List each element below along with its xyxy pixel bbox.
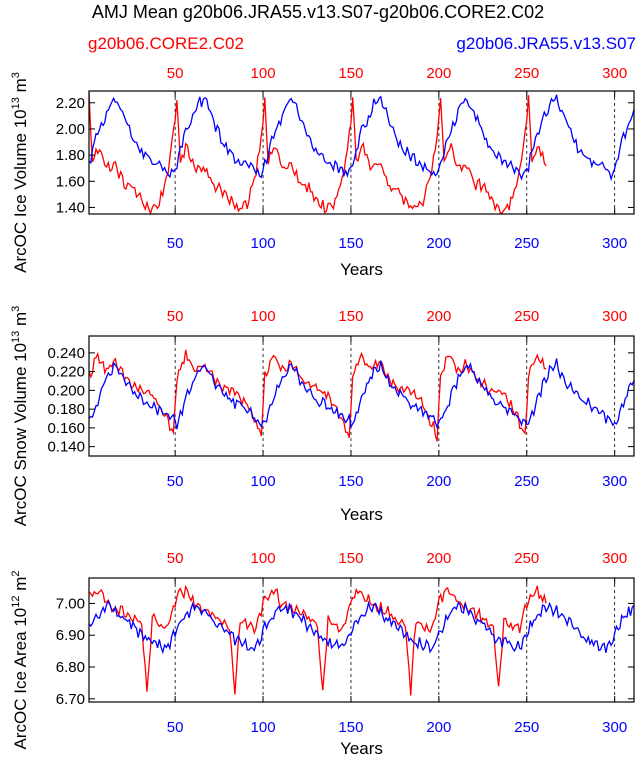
x-tick-label-bottom: 250 — [514, 719, 539, 736]
x-tick-label-bottom: 150 — [338, 235, 363, 252]
y-tick-label: 0.200 — [47, 382, 85, 399]
panel-ice-volume: 1.40 1.60 1.80 2.00 2.20 50 100 150 200 250 300 50 1… — [10, 65, 635, 279]
y-tick-label: 7.00 — [56, 595, 85, 612]
x-tick-label-top: 300 — [602, 65, 627, 82]
y-axis-label-unit: m — [11, 312, 30, 331]
x-tick-label-top: 150 — [338, 308, 363, 325]
y-tick-label: 1.60 — [56, 173, 85, 190]
y-axis-label: ArcOC Ice Volume 1013 m3 — [10, 72, 30, 273]
plot-frame — [88, 335, 635, 457]
x-axis-label: Years — [340, 505, 383, 524]
x-tick-label-top: 100 — [251, 65, 276, 82]
x-tick-label-bottom: 150 — [338, 719, 363, 736]
x-tick-label-bottom: 250 — [514, 235, 539, 252]
x-tick-label-bottom: 100 — [251, 719, 276, 736]
y-axis-label: ArcOC Ice Area 1012 m2 — [10, 571, 30, 750]
y-tick-label: 1.80 — [56, 147, 85, 164]
y-tick-label: 6.80 — [56, 659, 85, 676]
y-tick-label: 6.90 — [56, 627, 85, 644]
y-tick-label: 0.180 — [47, 401, 85, 418]
y-tick-label: 0.220 — [47, 364, 85, 381]
x-axis-label: Years — [340, 260, 383, 279]
y-axis-label-exp: 13 — [10, 331, 22, 343]
x-tick-label-top: 250 — [514, 308, 539, 325]
y-tick-label: 0.140 — [47, 439, 85, 456]
series-line-core2 — [88, 349, 547, 442]
y-axis-label-unit: m — [11, 577, 30, 596]
series-line-jra55 — [88, 358, 635, 430]
y-tick-label: 1.40 — [56, 199, 85, 216]
x-tick-label-top: 50 — [167, 308, 184, 325]
y-tick-label: 0.240 — [47, 345, 85, 362]
x-tick-label-top: 50 — [167, 65, 184, 82]
x-tick-label-top: 150 — [338, 550, 363, 567]
y-tick-label: 0.160 — [47, 420, 85, 437]
x-tick-label-bottom: 50 — [167, 235, 184, 252]
y-tick-label: 2.20 — [56, 95, 85, 112]
y-axis-label-pow: 3 — [10, 306, 22, 312]
x-tick-label-top: 50 — [167, 550, 184, 567]
y-axis-label-name: ArcOC Ice Area 10 — [11, 608, 30, 750]
y-axis-label-unit: m — [11, 78, 30, 97]
y-axis-label-name: ArcOC Snow Volume 10 — [11, 343, 30, 526]
legend-core2: g20b06.CORE2.C02 — [88, 34, 244, 53]
x-tick-label-top: 150 — [338, 65, 363, 82]
x-tick-label-top: 200 — [426, 550, 451, 567]
x-tick-label-top: 300 — [602, 308, 627, 325]
x-tick-label-top: 100 — [251, 550, 276, 567]
series-line-jra55 — [88, 94, 635, 182]
x-tick-label-bottom: 50 — [167, 473, 184, 490]
plot-frame — [88, 90, 635, 215]
legend-jra55: g20b06.JRA55.v13.S07 — [456, 34, 636, 53]
y-tick-label: 6.70 — [56, 691, 85, 708]
x-tick-label-bottom: 100 — [251, 473, 276, 490]
x-tick-label-bottom: 200 — [426, 235, 451, 252]
y-axis-label-name: ArcOC Ice Volume 10 — [11, 109, 30, 272]
series-line-core2 — [88, 93, 547, 216]
y-axis-label: ArcOC Snow Volume 1013 m3 — [10, 306, 30, 527]
x-tick-label-bottom: 200 — [426, 473, 451, 490]
y-tick-label: 2.00 — [56, 121, 85, 138]
plot-frame — [88, 577, 635, 703]
series-line-jra55 — [88, 599, 635, 655]
panel-ice-area: 6.70 6.80 6.90 7.00 50 100 150 200 250 300 50 100 15… — [10, 550, 635, 758]
x-tick-label-top: 100 — [251, 308, 276, 325]
series-line-core2 — [88, 584, 547, 696]
x-tick-label-top: 200 — [426, 308, 451, 325]
x-tick-label-top: 250 — [514, 65, 539, 82]
figure-title: AMJ Mean g20b06.JRA55.v13.S07-g20b06.COR… — [92, 2, 544, 22]
x-tick-label-bottom: 100 — [251, 235, 276, 252]
x-axis-label: Years — [340, 739, 383, 758]
y-axis-label-exp: 13 — [10, 97, 22, 109]
x-tick-label-top: 250 — [514, 550, 539, 567]
x-tick-label-bottom: 300 — [602, 473, 627, 490]
y-axis-label-pow: 3 — [10, 72, 22, 78]
x-tick-label-bottom: 250 — [514, 473, 539, 490]
y-axis-label-pow: 2 — [10, 571, 22, 577]
x-tick-label-bottom: 300 — [602, 719, 627, 736]
x-tick-label-bottom: 50 — [167, 719, 184, 736]
y-axis-label-exp: 12 — [10, 596, 22, 608]
x-tick-label-top: 300 — [602, 550, 627, 567]
x-tick-label-top: 200 — [426, 65, 451, 82]
x-tick-label-bottom: 300 — [602, 235, 627, 252]
x-tick-label-bottom: 200 — [426, 719, 451, 736]
x-tick-label-bottom: 150 — [338, 473, 363, 490]
